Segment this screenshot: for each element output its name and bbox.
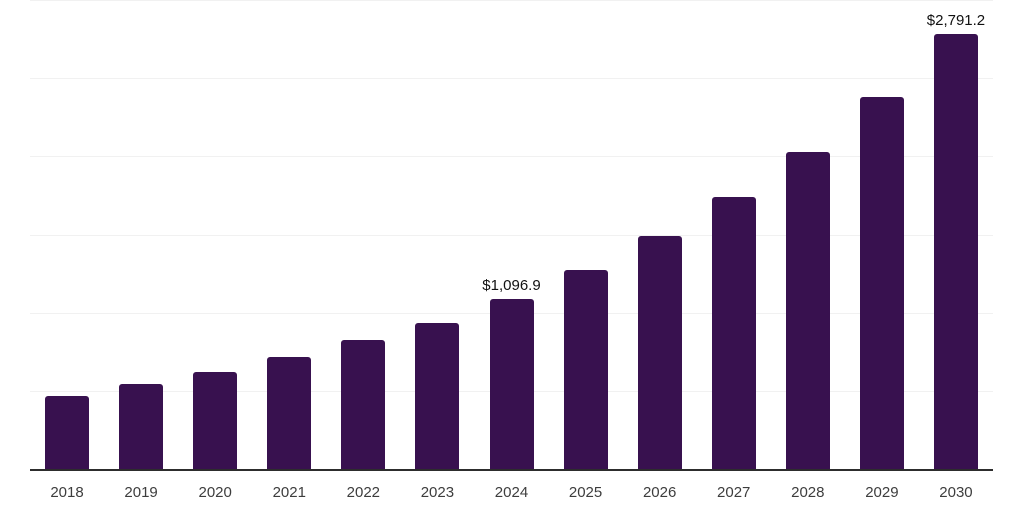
gridline-1500 (30, 234, 993, 236)
bar-2023 (415, 322, 460, 470)
x-tick-2022: 2022 (346, 484, 381, 501)
gridline-2500 (30, 78, 993, 80)
x-tick-2023: 2023 (420, 484, 455, 501)
x-tick-2020: 2020 (198, 484, 232, 501)
x-tick-2025: 2025 (568, 484, 603, 501)
bar-2020 (193, 371, 238, 470)
x-tick-2029: 2029 (865, 484, 899, 501)
x-tick-2021: 2021 (272, 484, 306, 501)
x-tick-2030: 2030 (939, 484, 973, 501)
plot-area: $1,096.9 $2,791.2 (30, 0, 993, 470)
bar-2030 (933, 33, 978, 470)
bar-2018 (45, 396, 90, 470)
data-label-2024: $1,096.9 (482, 276, 541, 294)
bar-2029 (859, 97, 904, 470)
bar-2024 (489, 298, 534, 470)
bar-2019 (119, 384, 164, 470)
x-tick-2024: 2024 (494, 484, 529, 501)
x-tick-2028: 2028 (791, 484, 825, 501)
bar-2025 (563, 269, 608, 470)
x-axis-line (30, 469, 993, 471)
bar-2026 (637, 236, 682, 470)
gridline-3000 (30, 0, 993, 1)
bar-2028 (785, 151, 830, 470)
bar-2022 (341, 340, 386, 470)
data-label-2030: $2,791.2 (926, 11, 986, 29)
x-tick-2026: 2026 (642, 484, 677, 501)
x-tick-2018: 2018 (50, 484, 84, 501)
gridline-2000 (30, 156, 993, 158)
bar-2027 (711, 197, 756, 470)
x-tick-2019: 2019 (124, 484, 158, 501)
x-axis-tick-labels: 2018 2019 2020 2021 2022 2023 2024 2025 2026 2027… (30, 484, 993, 504)
x-tick-2027: 2027 (717, 484, 751, 501)
bar-2021 (267, 357, 312, 470)
